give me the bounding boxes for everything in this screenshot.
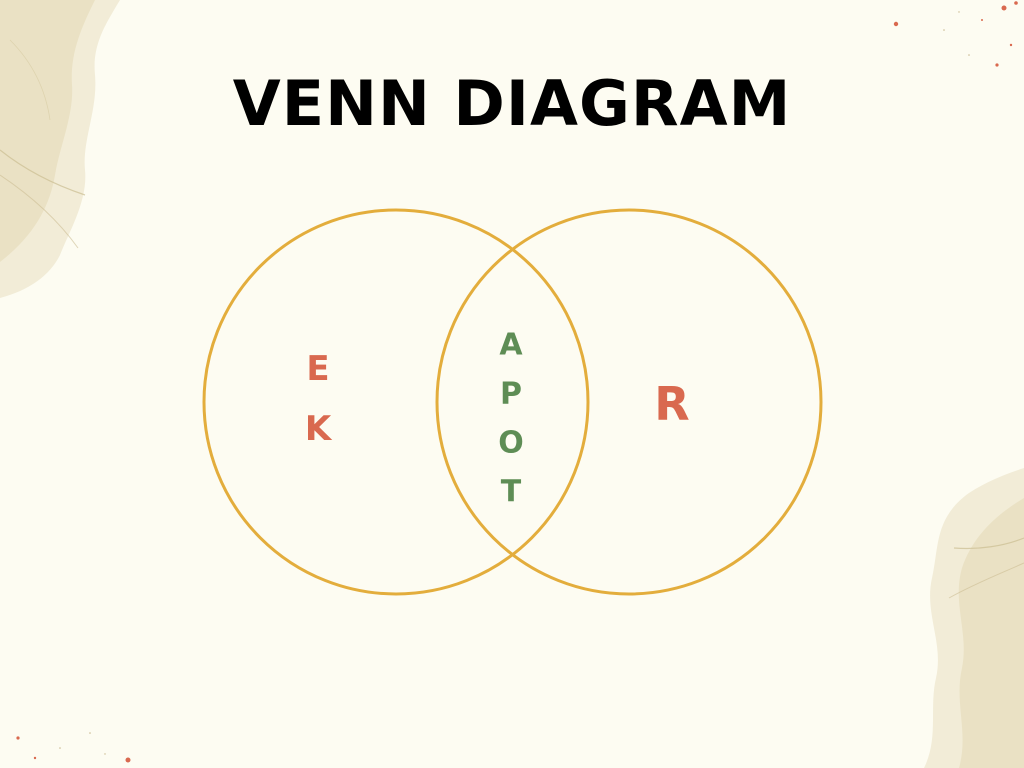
set-element-o: O xyxy=(498,426,524,461)
right-set-circle xyxy=(435,208,823,596)
set-element-e: E xyxy=(306,349,329,389)
set-element-a: A xyxy=(499,328,523,363)
left-set-only-elements: EK xyxy=(305,349,333,449)
set-element-r: R xyxy=(654,377,689,431)
set-element-t: T xyxy=(501,475,522,510)
diagram-title: VENN DIAGRAM xyxy=(232,67,792,140)
set-element-p: P xyxy=(500,377,522,412)
right-set-only-elements: R xyxy=(654,377,689,431)
left-set-circle xyxy=(202,208,590,596)
set-element-k: K xyxy=(305,409,333,449)
